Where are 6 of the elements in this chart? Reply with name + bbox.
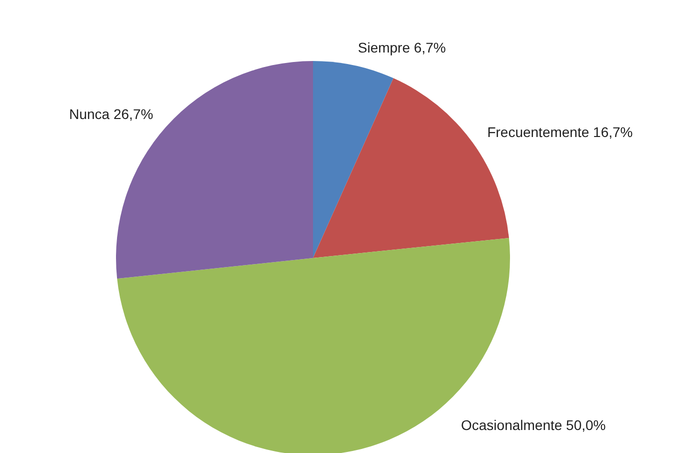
slice-label: Nunca 26,7% [69,106,154,122]
slice-label: Siempre 6,7% [358,40,446,56]
pie-slice [116,61,313,279]
slice-label: Frecuentemente 16,7% [487,124,633,140]
slice-label: Ocasionalmente 50,0% [461,417,606,433]
pie-slice [313,61,394,258]
